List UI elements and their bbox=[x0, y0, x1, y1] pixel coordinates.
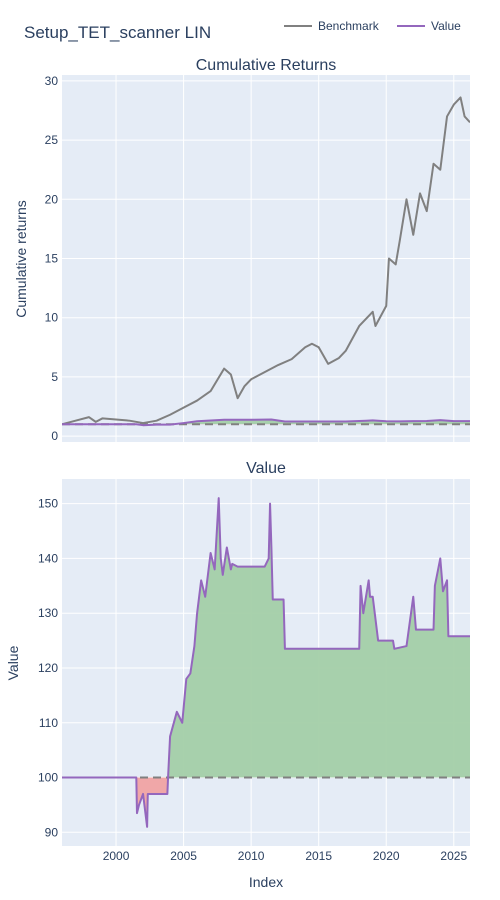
series-line-benchmark bbox=[62, 96, 470, 426]
y-tick-label: 110 bbox=[39, 716, 58, 730]
y-tick-label: 100 bbox=[38, 771, 58, 785]
y-tick-label: 30 bbox=[45, 74, 59, 88]
x-tick-label: 2005 bbox=[170, 849, 197, 863]
series-line-value bbox=[62, 418, 470, 427]
y-tick-label: 10 bbox=[45, 311, 59, 325]
y-tick-label: 15 bbox=[45, 252, 59, 266]
panel-value: 2000 2005 2010 2015 2020 2025 90 100 110 120 130 14… bbox=[38, 479, 470, 863]
x-tick-label: 2010 bbox=[238, 849, 265, 863]
y-axis-title-value: Value bbox=[5, 645, 21, 680]
gain-area bbox=[168, 498, 470, 778]
loss-area bbox=[62, 777, 470, 827]
y-tick-label: 120 bbox=[38, 661, 58, 675]
series-line-value bbox=[62, 497, 470, 828]
y-tick-label: 25 bbox=[45, 133, 59, 147]
y-tick-label: 5 bbox=[51, 370, 58, 384]
x-axis-title: Index bbox=[249, 874, 283, 890]
y-tick-label: 0 bbox=[51, 429, 58, 443]
subplot-title-value: Value bbox=[246, 460, 286, 477]
x-tick-label: 2015 bbox=[305, 849, 332, 863]
y-tick-label: 150 bbox=[38, 497, 58, 511]
subplot-title-cumulative: Cumulative Returns bbox=[196, 57, 337, 74]
panel-cumulative-returns: 0 5 10 15 20 25 30 bbox=[45, 74, 470, 443]
x-tick-label: 2020 bbox=[373, 849, 400, 863]
figure-title: Setup_TET_scanner LIN bbox=[24, 23, 211, 42]
x-tick-label: 2025 bbox=[440, 849, 467, 863]
y-tick-label: 130 bbox=[38, 606, 58, 620]
legend[interactable]: Benchmark Value bbox=[284, 19, 461, 33]
y-axis-title-cumulative: Cumulative returns bbox=[13, 200, 29, 318]
y-tick-label: 20 bbox=[45, 192, 59, 206]
legend-label-benchmark[interactable]: Benchmark bbox=[318, 19, 380, 33]
y-tick-label: 140 bbox=[38, 551, 58, 565]
legend-label-value: Value bbox=[431, 19, 461, 33]
y-tick-label: 90 bbox=[45, 825, 59, 839]
x-tick-label: 2000 bbox=[103, 849, 130, 863]
